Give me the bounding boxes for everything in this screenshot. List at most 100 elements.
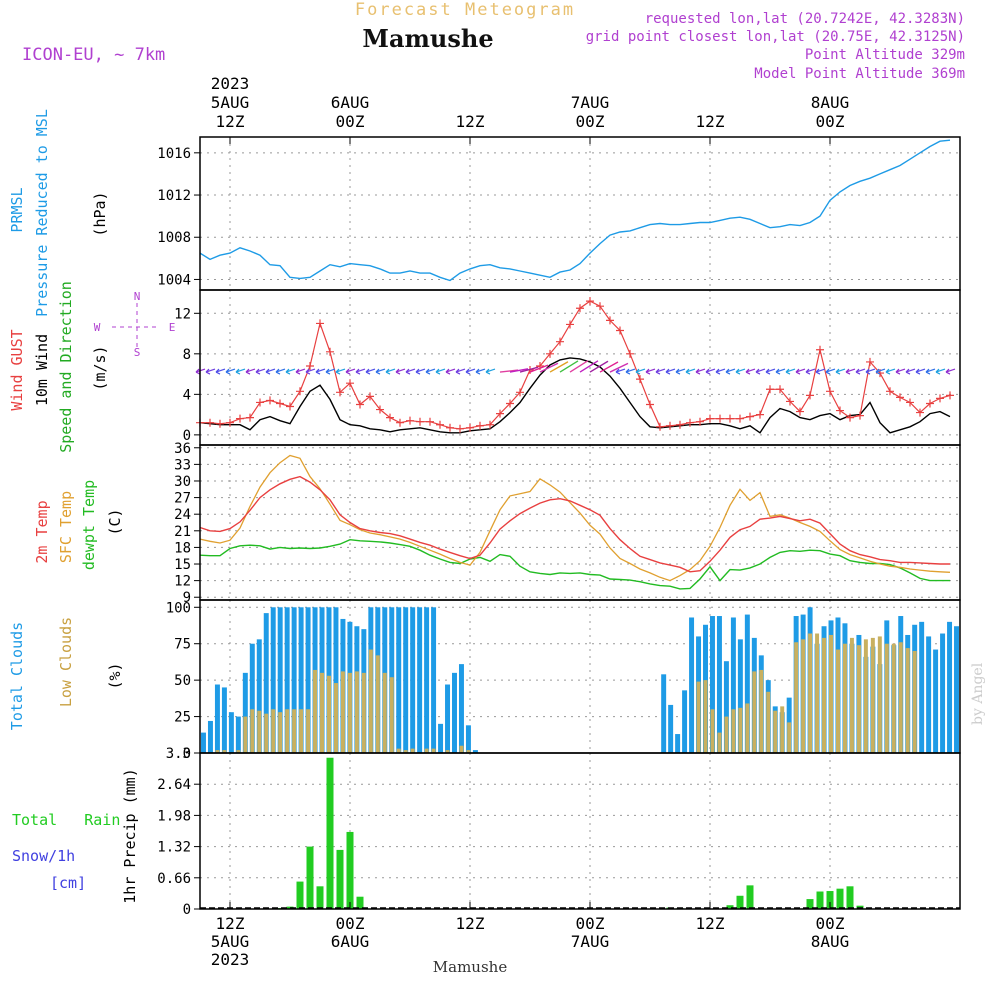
low-cloud-bar [368, 649, 373, 753]
pressure-panel-labels: PRMSL Pressure Reduced to MSL (hPa) [8, 109, 109, 317]
wind-direction-arrow [405, 368, 416, 375]
wind-direction-arrow [235, 368, 246, 375]
total-cloud-bar [445, 684, 451, 753]
gust-marker [586, 297, 594, 306]
low-cloud-bar [320, 672, 325, 753]
top-time-label: 00Z [336, 112, 365, 131]
gust-marker [436, 420, 444, 429]
temp-tick-label: 24 [174, 507, 191, 523]
wind-direction-arrow [885, 368, 896, 375]
wind-direction-arrow [635, 368, 646, 375]
low-cloud-bar [884, 643, 889, 753]
wind-direction-arrow [875, 368, 886, 375]
gust-marker [596, 302, 604, 311]
wind-direction-arrow [765, 368, 776, 375]
wind-direction-arrow [625, 368, 636, 375]
wind-direction-arrow [485, 368, 496, 375]
gust-marker [336, 388, 344, 397]
wind-direction-arrow [355, 368, 366, 375]
low-cloud-bar [794, 642, 799, 753]
gust-marker [906, 398, 914, 407]
precip-tick-label: 2.64 [157, 777, 191, 793]
wind-direction-arrow [375, 368, 386, 375]
rain-bar [826, 891, 834, 909]
low-cloud-bar [856, 645, 861, 753]
gust-marker [376, 405, 384, 414]
wind-direction-arrow [835, 368, 846, 375]
temp-tick-label: 27 [174, 491, 191, 507]
low-cloud-bar [912, 651, 917, 753]
pressure-tick-label: 1004 [157, 272, 191, 288]
temp-unit: (C) [106, 508, 124, 535]
sfc-temp-line [199, 454, 951, 582]
gust-marker [686, 418, 694, 427]
wind-direction-arrow [285, 368, 296, 375]
gust-marker [656, 422, 664, 431]
wind-direction-arrow [855, 368, 866, 375]
rain-bar [816, 891, 824, 909]
rain-bar [846, 886, 854, 909]
temp-tick-label: 33 [174, 457, 191, 473]
dewpt-line [199, 538, 950, 590]
gust-marker [576, 304, 584, 313]
wind-direction-arrow [725, 368, 736, 375]
gust-marker [326, 347, 334, 356]
wind-direction-arrow [645, 368, 656, 375]
rain-bar [336, 849, 344, 909]
gust-marker [446, 423, 454, 432]
pressure-label-1: PRMSL [8, 187, 26, 232]
rain-label: Total Rain [12, 811, 120, 829]
wind-direction-arrow [865, 368, 876, 375]
low-cloud-bar [877, 636, 882, 753]
gust-marker [676, 420, 684, 429]
gust-marker [316, 319, 324, 328]
gust-marker [246, 413, 254, 422]
low-cloud-bar [773, 710, 778, 753]
total-cloud-bar [298, 607, 304, 753]
total-cloud-bar [256, 639, 262, 753]
low-cloud-bar [243, 716, 248, 753]
pressure-tick-label: 1008 [157, 230, 191, 246]
gust-marker [486, 420, 494, 429]
gust-marker [816, 345, 824, 354]
low-cloud-bar [445, 750, 450, 753]
gust-marker [766, 385, 774, 394]
gust-marker [276, 399, 284, 408]
gust-marker [416, 417, 424, 426]
low-cloud-label: Low Clouds [57, 617, 75, 707]
gust-marker [636, 375, 644, 384]
wind-direction-arrow [915, 368, 926, 375]
pressure-tick-label: 1012 [157, 188, 191, 204]
gust-marker [846, 413, 854, 422]
low-cloud-bar [766, 691, 771, 753]
wind-direction-arrow [539, 362, 559, 373]
t2m-label: 2m Temp [33, 500, 51, 563]
pressure-line [199, 139, 951, 282]
cloud-tick-label: 50 [174, 673, 191, 689]
compass-n: N [134, 290, 141, 303]
low-cloud-bar [410, 748, 415, 753]
low-cloud-bar [431, 748, 436, 753]
low-cloud-bar [863, 639, 868, 753]
top-time-label: 2023 [211, 74, 250, 93]
total-cloud-bar [431, 607, 437, 753]
low-cloud-bar [815, 633, 820, 753]
bottom-time-label: 7AUG [571, 932, 610, 951]
low-cloud-bar [382, 672, 387, 753]
precip-tick-label: 1.98 [157, 808, 191, 824]
gust-marker [256, 398, 264, 407]
wind-direction-arrow [295, 368, 306, 375]
low-cloud-bar [898, 642, 903, 753]
cloud-tick-label: 100 [166, 600, 191, 616]
total-cloud-bar [410, 607, 416, 753]
gust-marker [926, 399, 934, 408]
wind-direction-arrow [365, 368, 376, 375]
wind-direction-arrow [549, 361, 569, 373]
gust-marker [756, 410, 764, 419]
total-cloud-bar [682, 690, 688, 753]
low-cloud-bar [466, 750, 471, 753]
total-cloud-bar [263, 613, 269, 753]
wind-direction-arrow [529, 364, 549, 373]
wind-direction-arrow [945, 368, 956, 375]
wind-direction-arrow [755, 368, 766, 375]
